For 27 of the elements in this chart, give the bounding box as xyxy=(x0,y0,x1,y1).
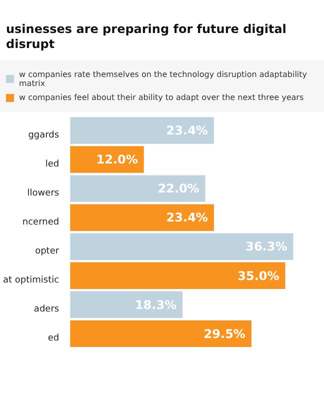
bar xyxy=(70,320,252,348)
data-label: 36.3% xyxy=(246,240,288,254)
data-label: 35.0% xyxy=(238,268,280,283)
chart-title: usinesses are preparing for future digital disrupt xyxy=(5,21,288,53)
bar xyxy=(70,262,286,289)
data-label: 29.5% xyxy=(204,326,246,341)
legend-label: w companies rate themselves on the technology disruption adaptability matrix xyxy=(19,70,308,88)
y-tick-label: aders xyxy=(34,304,60,315)
y-tick-label: at optimistic xyxy=(2,275,60,286)
data-label: 12.0% xyxy=(96,152,138,167)
bar xyxy=(70,291,183,318)
y-tick-label: opter xyxy=(35,246,60,256)
data-label: 18.3% xyxy=(134,298,177,312)
data-label: 22.0% xyxy=(158,182,200,196)
y-tick-label: ncerned xyxy=(22,217,60,228)
y-tick-label: llowers xyxy=(27,188,60,198)
data-label: 23.4% xyxy=(166,210,208,225)
bar xyxy=(70,175,206,202)
bar xyxy=(70,146,144,173)
legend-label: w companies feel about their ability to adapt over the next three years xyxy=(19,93,304,102)
bar xyxy=(70,117,214,144)
y-tick-label: led xyxy=(45,159,60,170)
bar xyxy=(70,204,214,231)
bar xyxy=(70,233,294,260)
y-tick-label: ggards xyxy=(28,130,60,140)
data-label: 23.4% xyxy=(166,124,208,138)
y-tick-label: ed xyxy=(48,334,60,344)
